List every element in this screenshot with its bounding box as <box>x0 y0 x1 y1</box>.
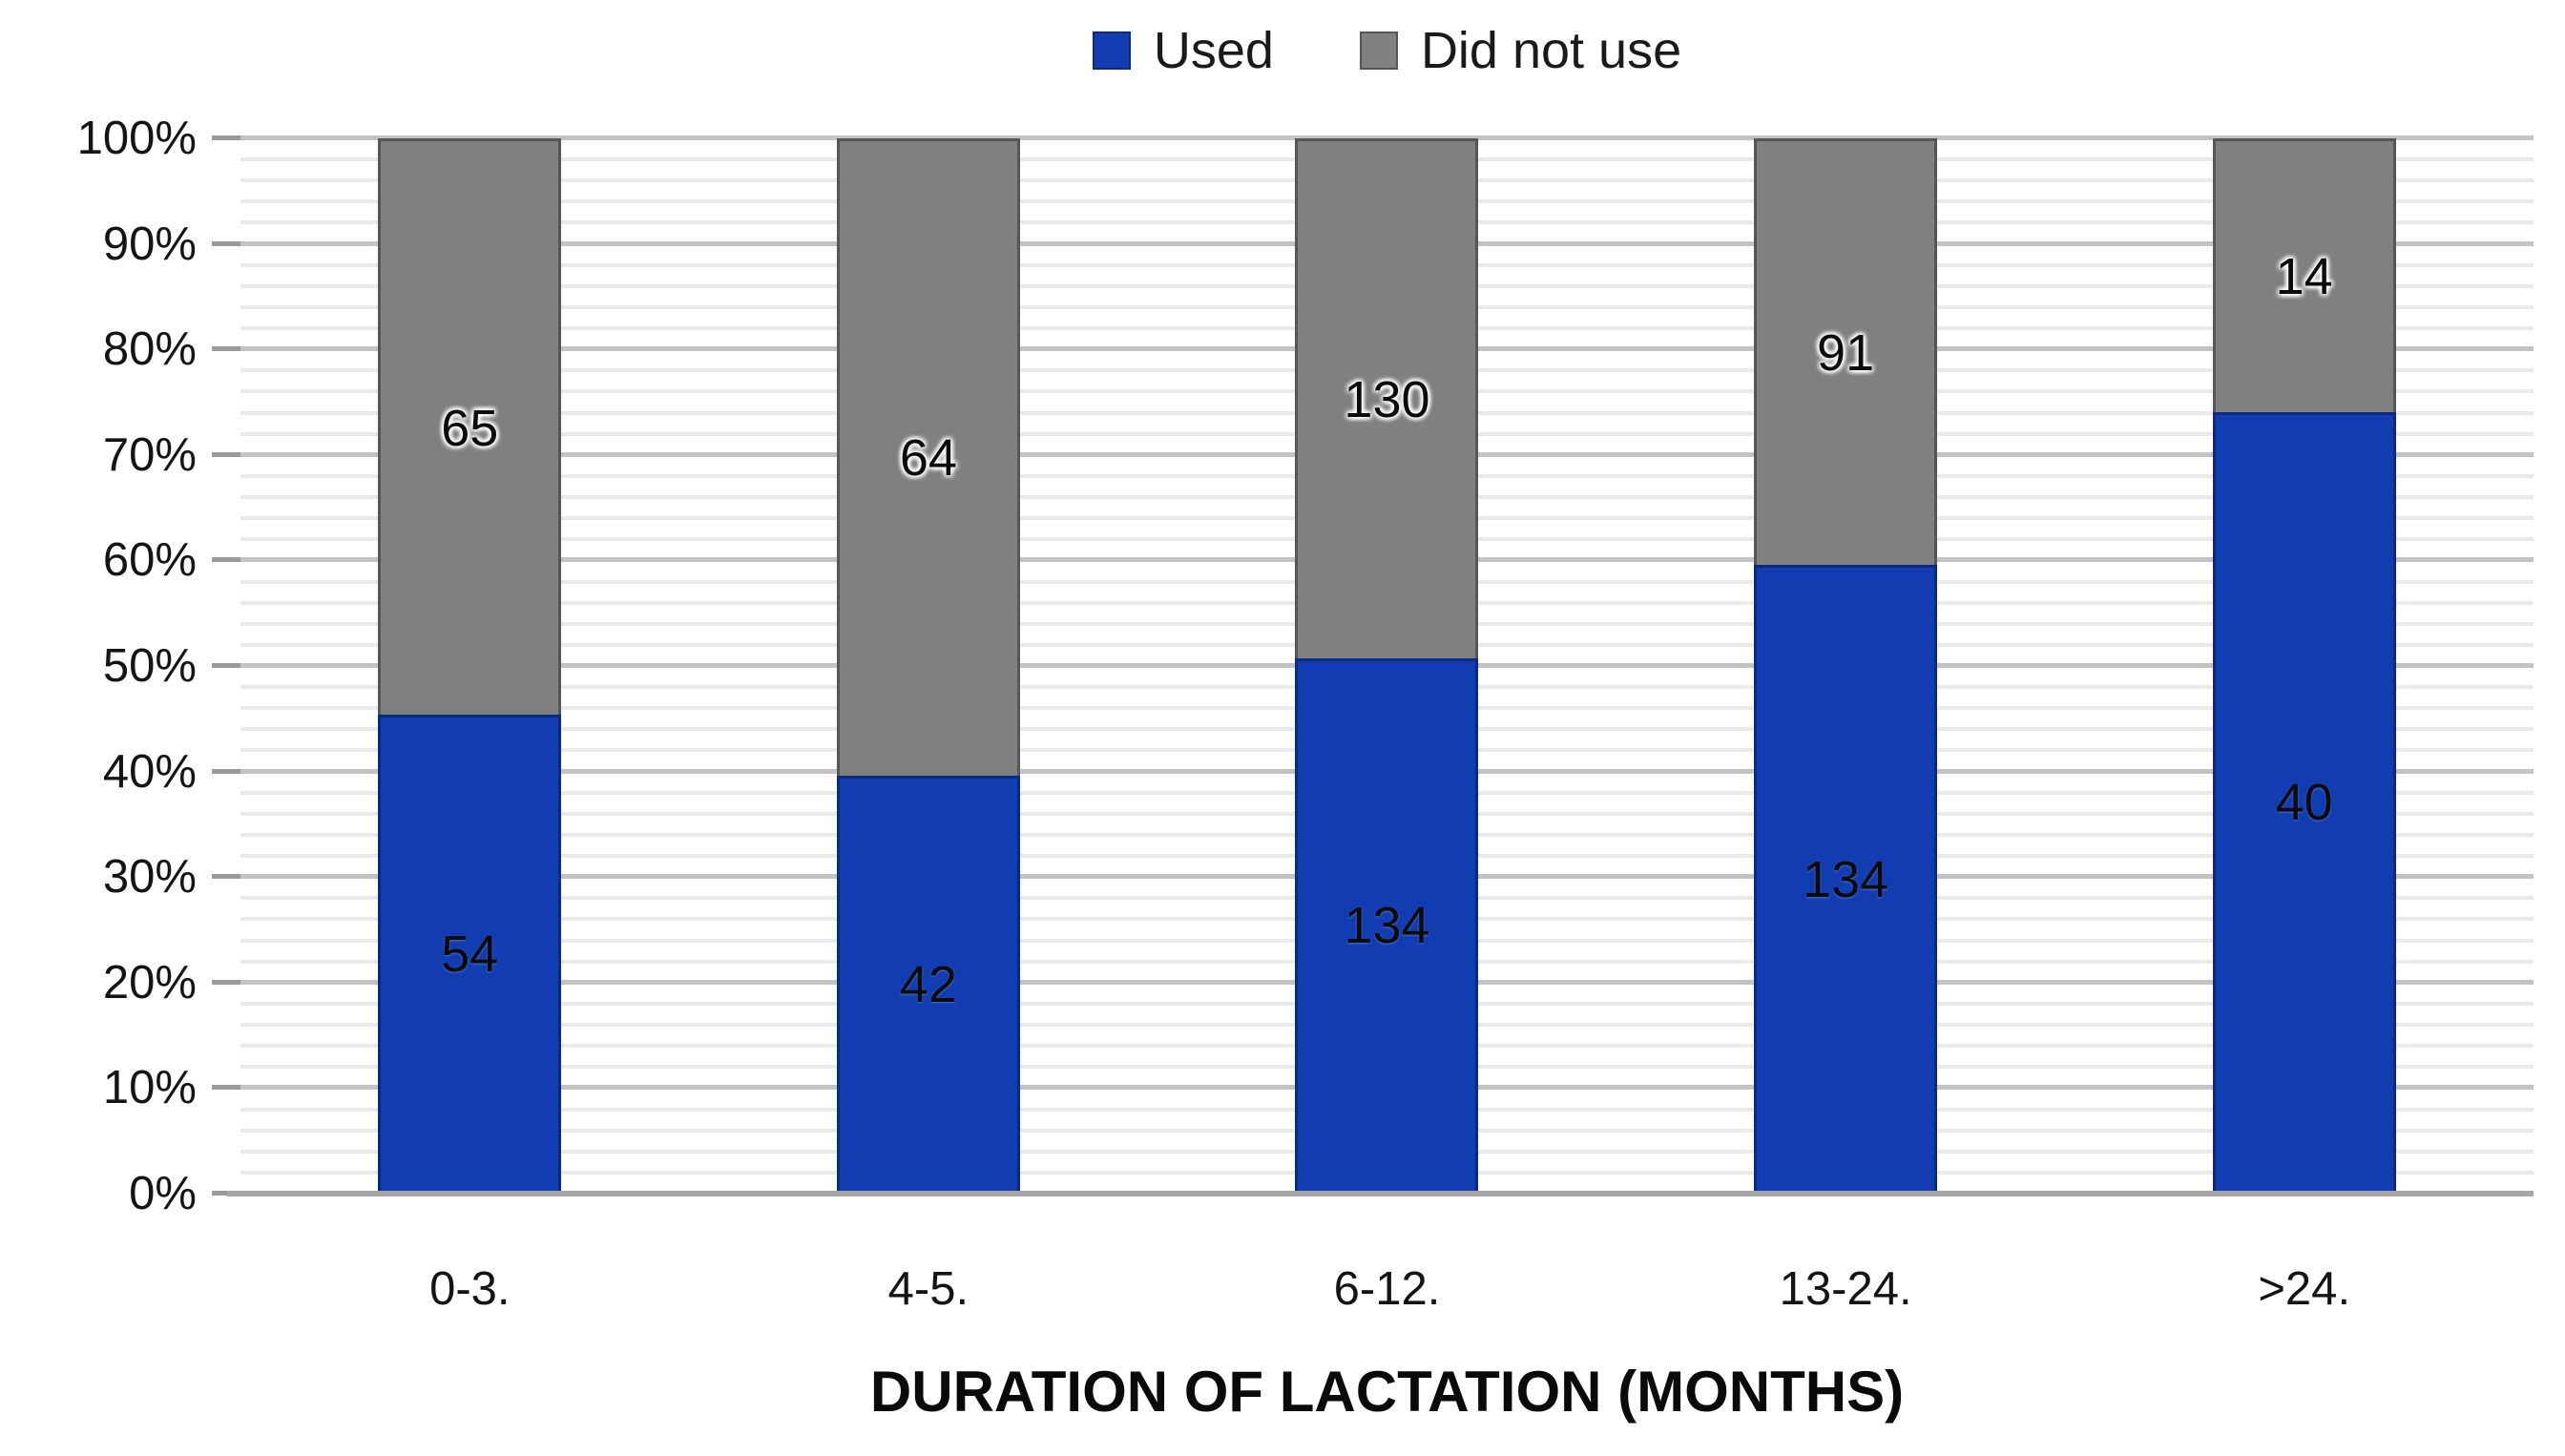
segment-value-label: 14 <box>2275 247 2333 305</box>
chart-legend: Used Did not use <box>240 8 2534 94</box>
x-axis-tick-label: 6-12. <box>1333 1263 1441 1315</box>
segment-value-label: 64 <box>899 429 957 488</box>
plot-area: 65 54 64 42 130 134 91 134 14 40 <box>212 135 2534 1196</box>
y-axis-tick-label: 40% <box>102 745 197 798</box>
stacked-bar: 64 42 <box>836 138 1020 1194</box>
segment-value-label: 91 <box>1817 324 1875 383</box>
y-axis-tick-mark <box>212 346 240 352</box>
stacked-bar: 91 134 <box>1754 138 1938 1194</box>
segment-used: 42 <box>836 775 1020 1194</box>
bar-slot: 130 134 <box>1157 138 1616 1194</box>
y-axis-tick-label: 10% <box>102 1062 197 1114</box>
x-axis-tick-label: >24. <box>2258 1263 2351 1315</box>
y-axis-tick-mark <box>212 557 240 563</box>
y-axis-tick-label: 70% <box>102 428 197 481</box>
x-axis-tick-labels: 0-3. 4-5. 6-12. 13-24. >24. <box>240 1194 2534 1337</box>
stacked-bar: 130 134 <box>1295 138 1479 1194</box>
y-axis-tick-label: 80% <box>102 323 197 376</box>
y-axis-tick-mark <box>212 663 240 668</box>
segment-value-label: 65 <box>441 399 499 457</box>
x-axis-line <box>227 1191 2534 1196</box>
y-axis-tick-label: 0% <box>129 1168 197 1219</box>
legend-item: Did not use <box>1359 21 1682 80</box>
y-axis-tick-labels: 0% 10% 20% 30% 40% 50% 60% 70% 80% 90% 100% <box>0 113 197 1219</box>
y-axis-tick-mark <box>212 1085 240 1091</box>
bar-slot: 64 42 <box>699 138 1158 1194</box>
y-axis-tick-label: 20% <box>102 956 197 1009</box>
y-axis-tick-mark <box>212 451 240 457</box>
y-axis-tick-mark <box>212 768 240 774</box>
segment-value-label: 134 <box>1344 897 1430 955</box>
segment-used: 134 <box>1754 565 1938 1194</box>
segment-used: 54 <box>378 715 562 1194</box>
y-axis-tick-mark <box>212 1191 240 1196</box>
legend-swatch-used <box>1092 31 1131 70</box>
bar-slot: 14 40 <box>2075 138 2534 1194</box>
segment-did-not-use: 130 <box>1295 138 1479 658</box>
bar-slot: 91 134 <box>1616 138 2075 1194</box>
legend-label: Used <box>1153 22 1274 79</box>
segment-value-label: 130 <box>1344 370 1430 428</box>
segment-did-not-use: 14 <box>2212 138 2396 412</box>
y-axis-tick-mark <box>212 240 240 246</box>
y-axis-tick-mark <box>212 135 240 140</box>
legend-label: Did not use <box>1420 22 1682 79</box>
legend-item: Used <box>1092 21 1274 80</box>
segment-value-label: 42 <box>899 955 957 1013</box>
segment-used: 134 <box>1295 657 1479 1194</box>
bar-slot: 65 54 <box>240 138 699 1194</box>
x-axis-title: DURATION OF LACTATION (MONTHS) <box>869 1360 1905 1424</box>
segment-value-label: 134 <box>1803 850 1889 908</box>
y-axis-tick-label: 90% <box>102 218 197 270</box>
segment-value-label: 54 <box>441 926 499 984</box>
x-axis-tick-label: 4-5. <box>887 1263 970 1315</box>
y-axis-tick-label: 50% <box>102 640 197 692</box>
segment-used: 40 <box>2212 411 2396 1194</box>
major-gridline <box>240 135 2534 140</box>
segment-value-label: 40 <box>2275 774 2333 832</box>
segment-did-not-use: 91 <box>1754 138 1938 566</box>
y-axis-tick-mark <box>212 874 240 880</box>
segment-did-not-use: 65 <box>378 138 562 716</box>
y-axis-tick-label: 100% <box>76 113 197 164</box>
legend-swatch-did-not-use <box>1359 31 1398 70</box>
x-axis-tick-label: 13-24. <box>1779 1263 1912 1315</box>
x-axis-tick-label: 0-3. <box>429 1263 511 1315</box>
y-axis-tick-label: 30% <box>102 851 197 904</box>
stacked-bar: 14 40 <box>2212 138 2396 1194</box>
segment-did-not-use: 64 <box>836 138 1020 776</box>
y-axis-tick-label: 60% <box>102 534 197 587</box>
y-axis-tick-mark <box>212 979 240 985</box>
stacked-bar: 65 54 <box>378 138 562 1194</box>
